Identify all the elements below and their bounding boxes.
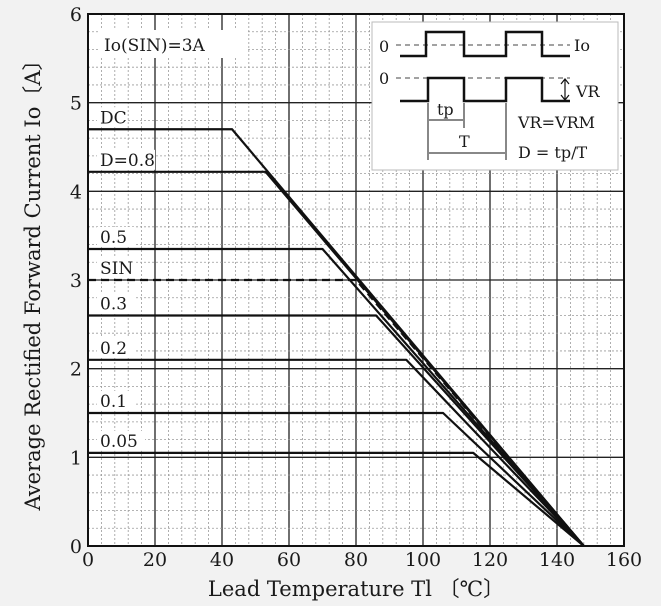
series-line (88, 411, 585, 547)
series-line (88, 451, 585, 547)
curve-label-bg (97, 258, 135, 278)
inset-formula-d: D = tp/T (518, 143, 587, 162)
y-tick-label: 5 (70, 93, 82, 115)
x-tick-label: 160 (606, 549, 642, 571)
curve-label-bg (97, 293, 135, 314)
y-tick-label: 6 (70, 4, 82, 26)
curve-label-bg (97, 107, 125, 128)
x-tick-label: 140 (539, 549, 575, 571)
x-tick-label: 0 (82, 549, 94, 571)
x-tick-label: 100 (405, 549, 441, 571)
curve-label: 0.05 (100, 432, 138, 452)
series-line (88, 278, 585, 547)
inset-tp-label: tp (437, 100, 454, 119)
inset-formula-vr: VR=VRM (517, 113, 595, 132)
series-line (88, 247, 585, 547)
y-axis-title: Average Rectified Forward Current Io〔A〕 (21, 49, 45, 511)
curve-label: 0.3 (100, 294, 127, 314)
x-tick-label: 20 (143, 549, 167, 571)
plot-frame (87, 13, 625, 547)
series-line (88, 314, 585, 547)
inset-io-label: Io (574, 36, 590, 55)
inset-background (371, 21, 619, 171)
series-group (88, 128, 585, 547)
x-tick-label: 60 (277, 549, 301, 571)
x-tick-label: 120 (472, 549, 508, 571)
inset-io-waveform (400, 30, 570, 58)
inset-zero-top: 0 (379, 37, 389, 56)
y-tick-label: 0 (70, 536, 82, 558)
curve-labels: DC D=0.8 0.5 SIN 0.3 0.2 0.1 0.05 (97, 107, 155, 452)
curve-label: D=0.8 (100, 151, 155, 171)
curve-label-bg (97, 226, 135, 247)
series-line (88, 358, 585, 547)
curve-label-bg (97, 149, 155, 170)
series-line (88, 170, 585, 547)
inset-vr-arrowheads (560, 78, 570, 101)
y-tick-label: 1 (70, 447, 82, 469)
y-tick-label: 2 (70, 359, 82, 381)
curve-label: DC (100, 108, 127, 128)
inset-vr-waveform (400, 76, 570, 103)
x-axis-title: Lead Temperature Tl 〔℃〕 (208, 577, 504, 601)
annotation-box-bg (100, 30, 246, 58)
curve-label: 0.5 (100, 228, 127, 248)
curve-label-bg (97, 430, 145, 451)
inset-zero-bottom: 0 (379, 69, 389, 88)
curve-label: 0.2 (100, 339, 127, 359)
inset-waveform: 0 0 Io VR tp T VR=VRM D = tp/T (371, 21, 619, 171)
curve-label: SIN (100, 259, 133, 279)
curve-label-bg (97, 391, 135, 411)
annotation-io-sin: Io(SIN)=3A (104, 36, 206, 56)
curve-label-bg (97, 337, 135, 358)
inset-t-label: T (459, 132, 470, 151)
y-tick-label: 4 (70, 181, 82, 203)
tick-labels: 0 20 40 60 80 100 120 140 160 0 1 2 3 4 5 6 (70, 4, 642, 571)
curve-label: 0.1 (100, 392, 127, 412)
x-tick-label: 80 (344, 549, 368, 571)
y-tick-label: 3 (70, 270, 82, 292)
inset-vr-label: VR (575, 82, 601, 101)
x-tick-label: 40 (210, 549, 234, 571)
